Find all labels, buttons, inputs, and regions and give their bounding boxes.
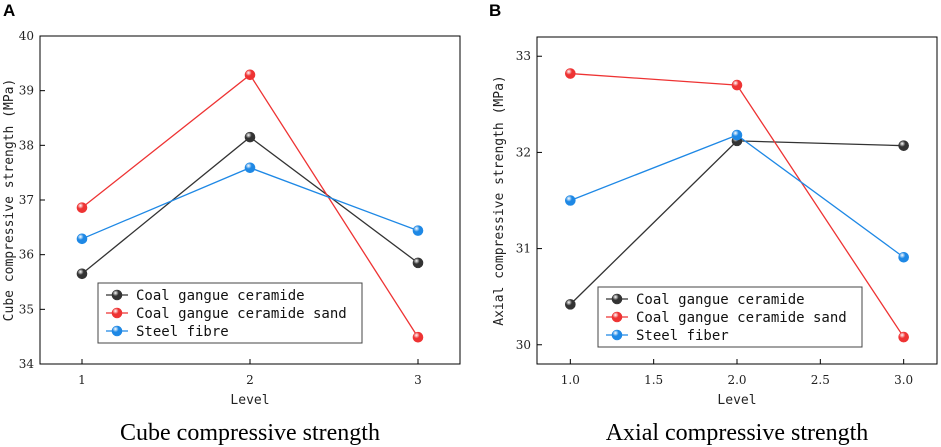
data-point xyxy=(898,331,909,343)
y-tick-label: 37 xyxy=(19,193,34,207)
data-point xyxy=(244,131,256,143)
data-point xyxy=(76,202,88,213)
data-point xyxy=(244,69,256,81)
legend: Coal gangue ceramide Coal gangue ceramide… xyxy=(97,282,363,344)
legend-marker xyxy=(611,311,623,323)
y-tick-label: 34 xyxy=(19,357,35,371)
series-line xyxy=(570,134,905,258)
y-tick-label: 31 xyxy=(516,242,531,256)
x-tick-label: 3.0 xyxy=(894,373,913,387)
y-tick-label: 30 xyxy=(516,338,531,352)
legend-marker xyxy=(111,325,123,337)
panel-caption: Axial compressive strength xyxy=(606,420,869,446)
x-tick-label: 2.0 xyxy=(727,373,746,387)
legend: Coal gangue ceramide Coal gangue ceramide… xyxy=(597,286,863,348)
data-point xyxy=(412,225,424,236)
x-tick-label: 1 xyxy=(78,373,86,387)
data-point xyxy=(565,68,576,79)
series-0 xyxy=(565,135,909,310)
x-tick-label: 3 xyxy=(414,373,422,387)
series-line xyxy=(81,136,419,275)
y-axis-label: Axial compressive strength (MPa) xyxy=(492,75,507,325)
chart-panel-a: A 1 2 3 34 35 36 37 38 39 40 Level Cube compressive … xyxy=(2,1,461,446)
y-tick-label: 33 xyxy=(516,49,531,63)
series-line xyxy=(569,140,904,305)
data-point xyxy=(565,195,576,206)
legend-entry: Coal gangue ceramide sand xyxy=(136,306,347,322)
panel-label: B xyxy=(489,1,501,20)
data-point xyxy=(731,129,743,141)
y-tick-label: 38 xyxy=(19,138,34,152)
chart-panel-b: B 1.0 1.5 2.0 2.5 3.0 30 31 32 33 Level Axial compr… xyxy=(489,1,938,446)
legend-entry: Steel fibre xyxy=(136,324,229,340)
x-tick-label: 2.5 xyxy=(811,373,830,387)
series-2 xyxy=(565,129,909,263)
legend-marker xyxy=(111,307,123,319)
legend-box xyxy=(97,282,363,344)
x-tick-label: 2 xyxy=(246,373,254,387)
x-tick-label: 1.5 xyxy=(644,373,663,387)
legend-box xyxy=(597,286,863,348)
series-2 xyxy=(76,162,424,245)
y-tick-label: 40 xyxy=(19,29,34,43)
y-tick-label: 39 xyxy=(19,84,34,98)
legend-entry: Coal gangue ceramide xyxy=(636,292,805,308)
series-1 xyxy=(76,69,424,343)
legend-entry: Coal gangue ceramide xyxy=(136,288,305,304)
series-1 xyxy=(565,68,909,343)
x-axis-label: Level xyxy=(230,393,269,408)
data-point xyxy=(76,233,88,245)
data-point xyxy=(76,268,88,280)
data-point xyxy=(565,299,576,310)
data-point xyxy=(244,162,256,174)
y-axis-label: Cube compressive strength (MPa) xyxy=(2,79,17,322)
data-point xyxy=(898,251,909,263)
legend-entry: Coal gangue ceramide sand xyxy=(636,310,847,326)
y-tick-label: 35 xyxy=(19,302,34,316)
panel-caption: Cube compressive strength xyxy=(120,420,380,446)
x-axis-label: Level xyxy=(717,393,756,408)
panel-label: A xyxy=(3,1,15,20)
legend-marker xyxy=(111,289,123,301)
data-point xyxy=(731,79,743,91)
data-point xyxy=(412,257,424,269)
legend-marker xyxy=(611,293,623,305)
series-0 xyxy=(76,131,424,280)
data-point xyxy=(898,140,909,151)
legend-entry: Steel fiber xyxy=(636,328,729,344)
y-tick-label: 32 xyxy=(516,145,531,159)
data-point xyxy=(412,331,424,343)
x-tick-label: 1.0 xyxy=(561,373,580,387)
series-line xyxy=(81,167,419,240)
legend-marker xyxy=(611,329,623,341)
y-tick-label: 36 xyxy=(19,248,34,262)
